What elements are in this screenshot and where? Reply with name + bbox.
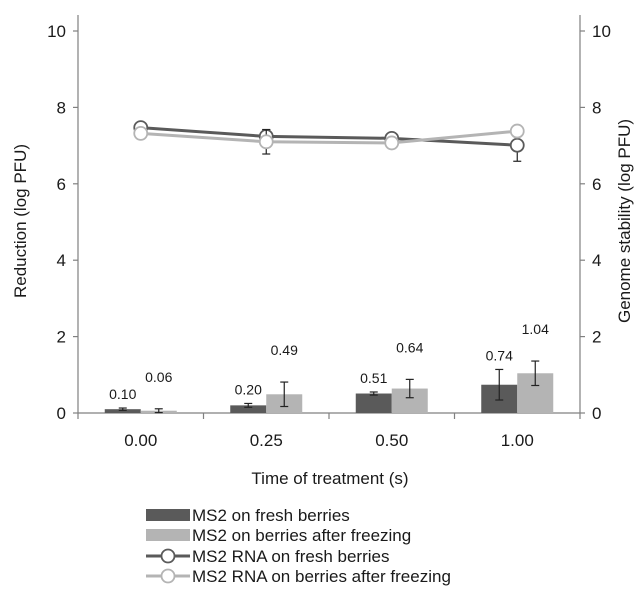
bar-series bbox=[104, 360, 554, 414]
bar bbox=[230, 405, 267, 413]
bar-data-label: 0.74 bbox=[486, 347, 513, 363]
bar-data-label: 0.49 bbox=[271, 342, 298, 358]
bar bbox=[104, 409, 141, 413]
legend-label: MS2 RNA on berries after freezing bbox=[192, 567, 451, 586]
bar bbox=[355, 393, 392, 413]
right-y-axis-title: Genome stability (log PFU) bbox=[615, 119, 634, 323]
bar-data-label: 0.20 bbox=[235, 381, 262, 397]
right-y-tick-label: 4 bbox=[592, 251, 601, 270]
bar-data-label: 0.10 bbox=[109, 386, 136, 402]
x-axis-title: Time of treatment (s) bbox=[251, 469, 408, 488]
series-marker bbox=[133, 125, 149, 141]
left-y-tick-label: 4 bbox=[57, 251, 66, 270]
bar-data-label: 0.06 bbox=[145, 369, 172, 385]
left-y-tick-label: 6 bbox=[57, 175, 66, 194]
right-y-tick-label: 6 bbox=[592, 175, 601, 194]
legend-label: MS2 on berries after freezing bbox=[192, 526, 411, 545]
left-y-tick-label: 10 bbox=[47, 22, 66, 41]
right-y-tick-label: 10 bbox=[592, 22, 611, 41]
legend-marker bbox=[160, 568, 176, 584]
legend-swatch bbox=[146, 529, 190, 541]
right-y-tick-label: 8 bbox=[592, 98, 601, 117]
bar-data-label: 0.64 bbox=[396, 339, 423, 355]
series-marker bbox=[384, 135, 400, 151]
legend-label: MS2 RNA on fresh berries bbox=[192, 547, 389, 566]
left-y-tick-label: 8 bbox=[57, 98, 66, 117]
x-tick-label: 0.25 bbox=[250, 431, 283, 450]
series-line bbox=[140, 126, 518, 147]
left-y-tick-label: 2 bbox=[57, 328, 66, 347]
bar-data-label: 0.51 bbox=[360, 370, 387, 386]
legend-marker bbox=[160, 548, 176, 564]
legend-swatch bbox=[146, 509, 190, 521]
series-line bbox=[140, 129, 518, 145]
left-y-axis-title: Reduction (log PFU) bbox=[11, 144, 30, 298]
bar-data-label: 1.04 bbox=[522, 321, 549, 337]
right-y-tick-label: 0 bbox=[592, 404, 601, 423]
series-marker bbox=[509, 123, 525, 139]
x-tick-label: 0.00 bbox=[124, 431, 157, 450]
series-marker bbox=[509, 137, 525, 153]
line-series bbox=[133, 120, 525, 162]
x-tick-label: 1.00 bbox=[501, 431, 534, 450]
right-y-tick-label: 2 bbox=[592, 328, 601, 347]
series-marker bbox=[258, 134, 274, 150]
legend-label: MS2 on fresh berries bbox=[192, 506, 350, 525]
x-tick-label: 0.50 bbox=[375, 431, 408, 450]
data-labels: 0.10 0.20 0.51 0.74 0.06 0.49 0.64 1.04 bbox=[109, 321, 549, 402]
left-y-tick-label: 0 bbox=[57, 404, 66, 423]
